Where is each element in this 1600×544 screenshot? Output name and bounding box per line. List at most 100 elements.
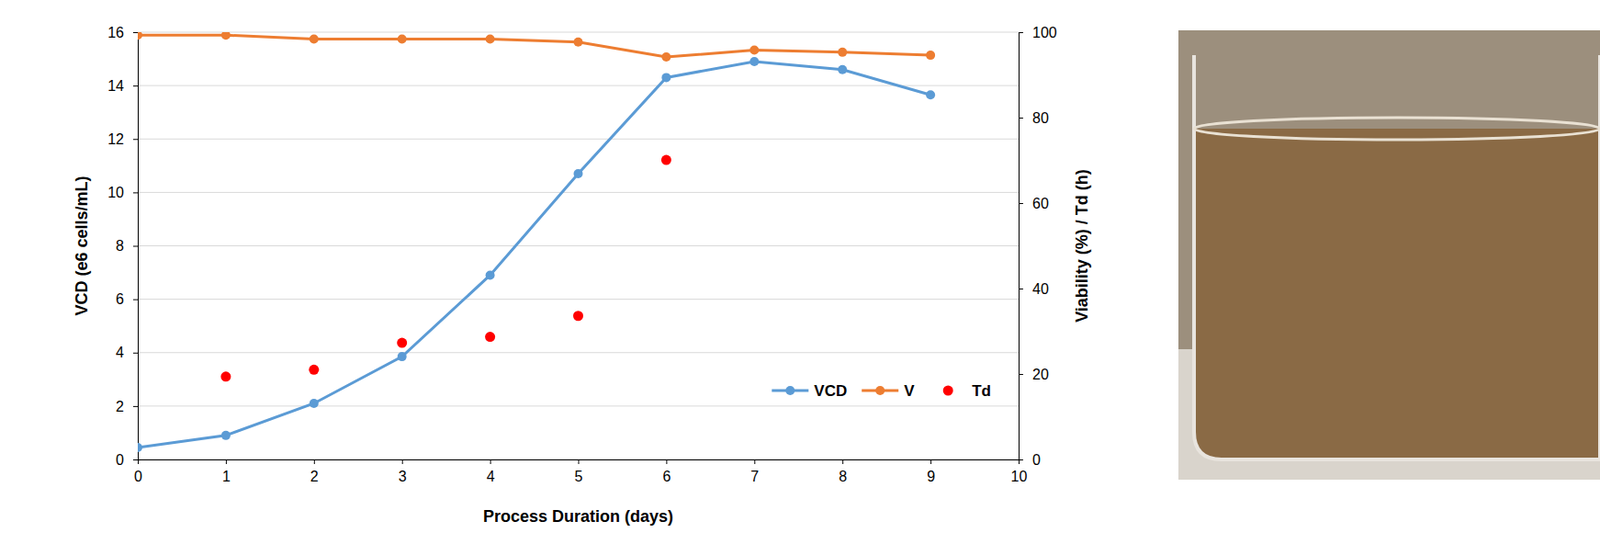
series-2 [220, 155, 672, 383]
data-point [397, 351, 407, 361]
legend-label: V [903, 382, 915, 400]
tick: 10 [107, 184, 138, 201]
tick-label: 40 [1032, 281, 1049, 297]
tick: 0 [134, 459, 143, 485]
grid-line [137, 351, 1019, 353]
tick-label: 4 [486, 468, 496, 485]
tick-mark [1018, 459, 1024, 461]
tick-mark [133, 459, 138, 461]
legend-swatch [875, 385, 885, 395]
tick: 3 [398, 459, 407, 485]
tick-mark [754, 459, 755, 464]
tick: 1 [222, 459, 231, 485]
data-point [221, 430, 231, 440]
tick-mark [133, 299, 138, 301]
tick: 80 [1018, 110, 1049, 126]
y2-axis: 020406080100 [1018, 24, 1058, 468]
tick-label: 0 [115, 451, 124, 468]
tick-label: 8 [838, 468, 847, 485]
tick-label: 100 [1032, 24, 1058, 41]
tick-label: 80 [1032, 110, 1049, 126]
axis-line [133, 33, 139, 461]
tick-mark [133, 246, 138, 248]
tick: 12 [107, 131, 138, 147]
grid-line [137, 298, 1019, 300]
series-line [137, 34, 931, 57]
tick-label: 0 [1032, 451, 1041, 468]
tick-mark [490, 459, 492, 464]
legend-label: Td [971, 382, 992, 400]
tick: 4 [115, 344, 138, 361]
tick: 6 [662, 459, 671, 485]
data-point [308, 364, 319, 375]
tick-mark [1018, 32, 1024, 34]
tick-mark [133, 32, 138, 34]
y2-axis-title: Viability (%) / Td (h) [1072, 169, 1092, 323]
grid-line [137, 138, 1019, 140]
tick-mark [842, 459, 844, 464]
tick-label: 16 [107, 24, 124, 41]
data-point [397, 33, 407, 44]
tick-label: 7 [750, 468, 759, 485]
legend: VCD V Td [771, 382, 992, 400]
tick: 0 [115, 451, 138, 468]
data-point [137, 32, 143, 40]
tick-label: 4 [115, 344, 124, 361]
tick-mark [133, 138, 138, 140]
tick: 14 [107, 78, 138, 94]
axis-line [138, 460, 1020, 465]
data-point [220, 371, 231, 382]
legend-item: Td [943, 382, 992, 400]
tick-label: 10 [107, 184, 124, 201]
tick: 5 [574, 459, 584, 485]
tick-label: 8 [115, 237, 124, 254]
data-point [749, 56, 759, 67]
data-point [661, 52, 671, 62]
x-axis-title: Process Duration (days) [483, 507, 674, 526]
tick: 9 [926, 459, 936, 485]
tick-mark [1018, 288, 1024, 290]
tick: 100 [1018, 24, 1058, 41]
tick-mark [1018, 202, 1024, 204]
data-point [574, 37, 584, 47]
tick-mark [133, 85, 138, 87]
data-point [396, 338, 407, 349]
data-point [837, 65, 847, 75]
photo [1178, 30, 1600, 480]
legend-swatch [943, 385, 954, 396]
tick-mark [930, 459, 932, 464]
data-point [925, 50, 936, 60]
data-point [925, 90, 936, 100]
data-point [837, 47, 847, 57]
tick-mark [133, 352, 138, 354]
tick: 0 [1018, 451, 1041, 468]
tick-label: 10 [1011, 468, 1028, 485]
x-axis: 012345678910 [134, 459, 1027, 485]
data-point [221, 32, 231, 40]
liquid-surface [1194, 117, 1600, 140]
data-point [661, 72, 671, 82]
tick-mark [133, 191, 138, 193]
tick-label: 1 [222, 468, 231, 485]
tick-label: 9 [926, 468, 936, 485]
grid-line [137, 245, 1019, 247]
tick: 16 [107, 24, 138, 41]
y-axis-title: VCD (e6 cells/mL) [72, 175, 91, 316]
beaker-glass [1194, 55, 1600, 460]
grid [137, 32, 1019, 460]
tick-label: 0 [134, 468, 143, 485]
tick-mark [578, 459, 580, 464]
tick-mark [665, 459, 667, 464]
beaker-liquid [1194, 128, 1600, 460]
tick-label: 6 [115, 291, 124, 307]
tick-label: 3 [398, 468, 407, 485]
series-0 [137, 56, 936, 452]
data-point [137, 442, 143, 452]
tick-mark [1018, 373, 1024, 375]
legend-label: VCD [813, 382, 847, 400]
tick-label: 2 [115, 397, 124, 414]
tick: 8 [115, 237, 138, 254]
tick-label: 6 [662, 468, 671, 485]
axis-line [1019, 33, 1025, 461]
tick: 7 [750, 459, 759, 485]
